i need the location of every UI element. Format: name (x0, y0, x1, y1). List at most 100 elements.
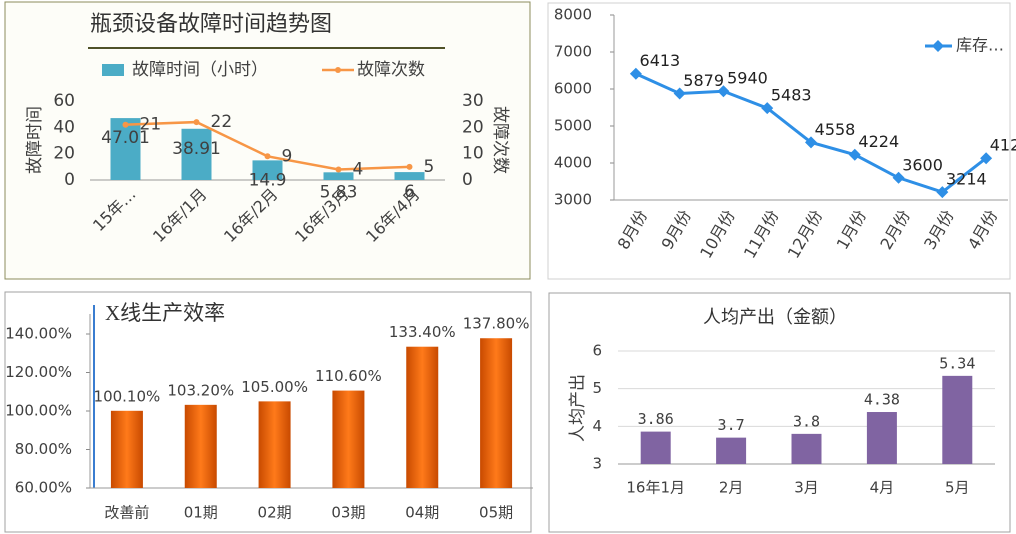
y-tick-label: 6000 (554, 80, 592, 98)
value-label: 137.80% (463, 315, 530, 333)
bar (252, 160, 283, 180)
value-label: 6413 (640, 51, 681, 70)
chart-title: X线生产效率 (105, 301, 225, 325)
value-label: 6 (404, 182, 415, 202)
value-label: 110.60% (315, 367, 382, 385)
marker (122, 121, 129, 128)
y2-tick-label: 20 (462, 117, 484, 137)
value-label: 5.83 (320, 182, 358, 202)
legend-swatch (932, 40, 944, 52)
marker (980, 152, 993, 165)
x-tick-label: 改善前 (104, 504, 149, 522)
x-tick-label: 4月 (870, 479, 895, 497)
legend-swatch (102, 64, 124, 76)
y-tick-label: 3 (592, 455, 602, 473)
y-tick-label: 20 (53, 144, 75, 164)
value-label: 5 (424, 157, 435, 177)
y-tick-label: 140.00% (5, 325, 72, 343)
y-tick-label: 60 (53, 91, 75, 111)
value-label: 3214 (946, 170, 987, 189)
value-label: 14.9 (249, 170, 287, 190)
bar (181, 128, 212, 180)
bar (406, 346, 439, 488)
y-tick-label: 5 (592, 379, 602, 397)
marker (629, 67, 642, 80)
marker (335, 166, 342, 173)
y2-tick-label: 10 (462, 144, 484, 164)
value-label: 3.8 (793, 412, 820, 430)
value-label: 5.34 (939, 354, 975, 372)
x-tick-label: 05期 (479, 504, 513, 522)
marker (406, 163, 413, 170)
y-tick-label: 120.00% (5, 363, 72, 381)
bar (323, 172, 354, 180)
value-label: 105.00% (241, 378, 308, 396)
y-tick-label: 80.00% (15, 440, 72, 458)
value-label: 4 (353, 159, 364, 179)
marker (936, 186, 949, 199)
y-tick-label: 7000 (554, 43, 592, 61)
x-tick-label: 03期 (331, 504, 365, 522)
y2-tick-label: 30 (462, 91, 484, 111)
y-tick-label: 40 (53, 117, 75, 137)
bar (866, 412, 897, 464)
bar (110, 410, 143, 488)
legend-label: 库存… (956, 36, 1004, 55)
y-axis-label: 故障时间 (25, 106, 45, 174)
chart-title: 瓶颈设备故障时间趋势图 (90, 12, 332, 37)
value-label: 5879 (683, 71, 724, 90)
panel (547, 2, 1011, 280)
y-tick-label: 60.00% (15, 479, 72, 497)
bar (110, 118, 141, 180)
value-label: 4224 (858, 132, 899, 151)
bar (791, 433, 822, 464)
y2-axis-label: 故障次数 (490, 106, 510, 174)
value-label: 9 (282, 146, 293, 166)
value-label: 4.38 (864, 391, 900, 409)
y-tick-label: 100.00% (5, 402, 72, 420)
y2-tick-label: 0 (462, 170, 473, 190)
y-tick-label: 3000 (554, 191, 592, 209)
x-tick-label: 2月 (719, 479, 744, 497)
chart-title: 人均产出（金额） (703, 307, 847, 328)
x-tick-label: 04期 (405, 504, 439, 522)
bar (716, 437, 747, 464)
value-label: 133.40% (389, 323, 456, 341)
value-label: 3.86 (638, 410, 674, 428)
marker (264, 153, 271, 160)
y-tick-label: 6 (592, 342, 602, 360)
bar (640, 431, 671, 464)
y-tick-label: 5000 (554, 117, 592, 135)
value-label: 5940 (727, 69, 768, 88)
marker (673, 87, 686, 100)
x-tick-label: 16年1月 (626, 479, 685, 497)
panel (4, 1, 531, 280)
x-tick-label: 01期 (184, 504, 218, 522)
y-tick-label: 0 (64, 170, 75, 190)
y-axis-label: 人均产出 (568, 374, 588, 442)
value-label: 3600 (902, 155, 943, 174)
marker (892, 171, 905, 184)
value-label: 100.10% (94, 387, 161, 405)
value-label: 21 (140, 115, 162, 135)
marker (848, 148, 861, 161)
bar (480, 338, 513, 488)
bar (332, 390, 365, 488)
legend-swatch (335, 67, 341, 73)
x-tick-label: 5月 (945, 479, 970, 497)
bar (258, 401, 291, 488)
y-tick-label: 4000 (554, 154, 592, 172)
value-label: 4129 (990, 136, 1016, 155)
marker (805, 136, 817, 149)
value-label: 3.7 (718, 416, 745, 434)
value-label: 22 (211, 112, 233, 132)
panel (548, 292, 1011, 533)
marker (193, 119, 200, 126)
marker (761, 102, 774, 115)
bar (942, 375, 973, 464)
value-label: 38.91 (172, 139, 221, 159)
bar (394, 172, 425, 180)
value-label: 4558 (815, 120, 856, 139)
y-tick-label: 4 (592, 417, 602, 435)
